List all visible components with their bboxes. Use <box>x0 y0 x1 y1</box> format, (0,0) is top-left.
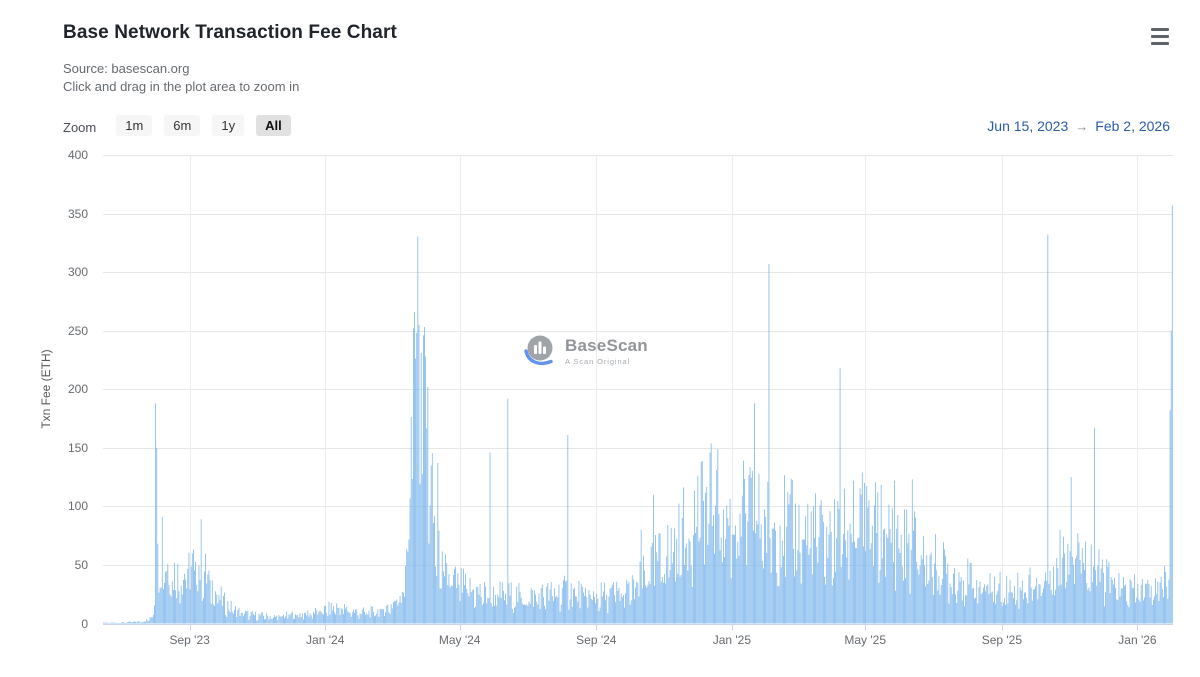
basescan-logo-icon <box>524 335 553 366</box>
basescan-watermark: BaseScan A Scan Original <box>523 334 648 368</box>
range-start-date[interactable]: Jun 15, 2023 <box>987 118 1069 134</box>
date-range: Jun 15, 2023 → Feb 2, 2026 <box>987 118 1170 134</box>
chart-zoom-hint: Click and drag in the plot area to zoom … <box>63 79 300 94</box>
watermark-name: BaseScan <box>565 336 648 355</box>
range-arrow-icon: → <box>1075 119 1089 134</box>
x-tick-label: Sep '24 <box>576 633 617 647</box>
y-tick-label: 400 <box>67 148 88 162</box>
zoom-button-1y[interactable]: 1y <box>212 115 245 136</box>
zoom-button-6m[interactable]: 6m <box>164 115 201 136</box>
zoom-button-all[interactable]: All <box>256 115 291 136</box>
watermark-tagline: A Scan Original <box>565 357 631 366</box>
y-tick-label: 150 <box>67 440 88 455</box>
zoom-toolbar: Zoom 1m 6m 1y All <box>63 115 291 139</box>
y-tick-label: 0 <box>81 616 88 631</box>
x-tick-label: Jan '25 <box>712 633 752 647</box>
zoom-label: Zoom <box>63 119 97 135</box>
context-menu-icon[interactable] <box>1151 28 1169 48</box>
y-tick-label: 200 <box>67 382 88 397</box>
x-tick-label: Jan '26 <box>1118 633 1157 647</box>
chart-subtitle: Source: basescan.org Click and drag in t… <box>63 60 299 96</box>
x-tick-label: Sep '23 <box>169 633 210 647</box>
y-axis-title: Txn Fee (ETH) <box>39 349 53 429</box>
page-title: Base Network Transaction Fee Chart <box>63 22 397 43</box>
x-tick-label: May '24 <box>438 633 481 647</box>
y-tick-label: 300 <box>67 265 88 280</box>
y-tick-label: 350 <box>67 206 88 221</box>
range-end-date[interactable]: Feb 2, 2026 <box>1095 118 1170 134</box>
x-tick-label: Jan '24 <box>306 633 345 647</box>
chart-source: Source: basescan.org <box>63 61 190 76</box>
y-tick-label: 250 <box>67 323 88 338</box>
y-tick-label: 100 <box>67 499 88 514</box>
x-tick-label: May '25 <box>844 633 887 647</box>
y-tick-label: 50 <box>74 557 88 572</box>
zoom-button-1m[interactable]: 1m <box>116 115 153 136</box>
x-tick-label: Sep '25 <box>981 633 1023 647</box>
